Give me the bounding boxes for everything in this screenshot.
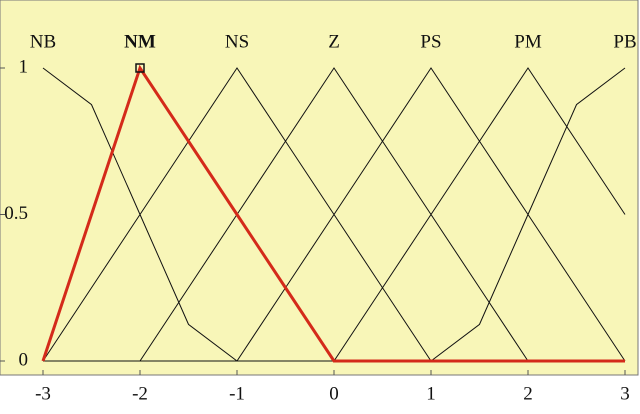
x-tick-label: -2 (132, 383, 148, 404)
x-tick-label: -3 (35, 383, 51, 404)
series-label: PM (514, 31, 542, 52)
x-tick-label: 1 (426, 383, 436, 404)
series-label: NS (225, 31, 249, 52)
series-label: NM (124, 31, 156, 52)
x-tick-label: 0 (329, 383, 339, 404)
series-label: PB (613, 31, 636, 52)
series-label: Z (328, 31, 340, 52)
series-label: NB (30, 31, 56, 52)
membership-line (41, 64, 625, 363)
series-label: PS (420, 31, 441, 52)
y-tick-label: 0 (19, 349, 29, 370)
x-tick-label: 3 (620, 383, 630, 404)
plot-area (0, 0, 639, 376)
x-tick-label: -1 (229, 383, 245, 404)
selected-peak (135, 63, 145, 73)
x-tick-label: 2 (523, 383, 533, 404)
y-tick-label: 0.5 (4, 203, 28, 224)
y-tick-label: 1 (19, 56, 29, 77)
